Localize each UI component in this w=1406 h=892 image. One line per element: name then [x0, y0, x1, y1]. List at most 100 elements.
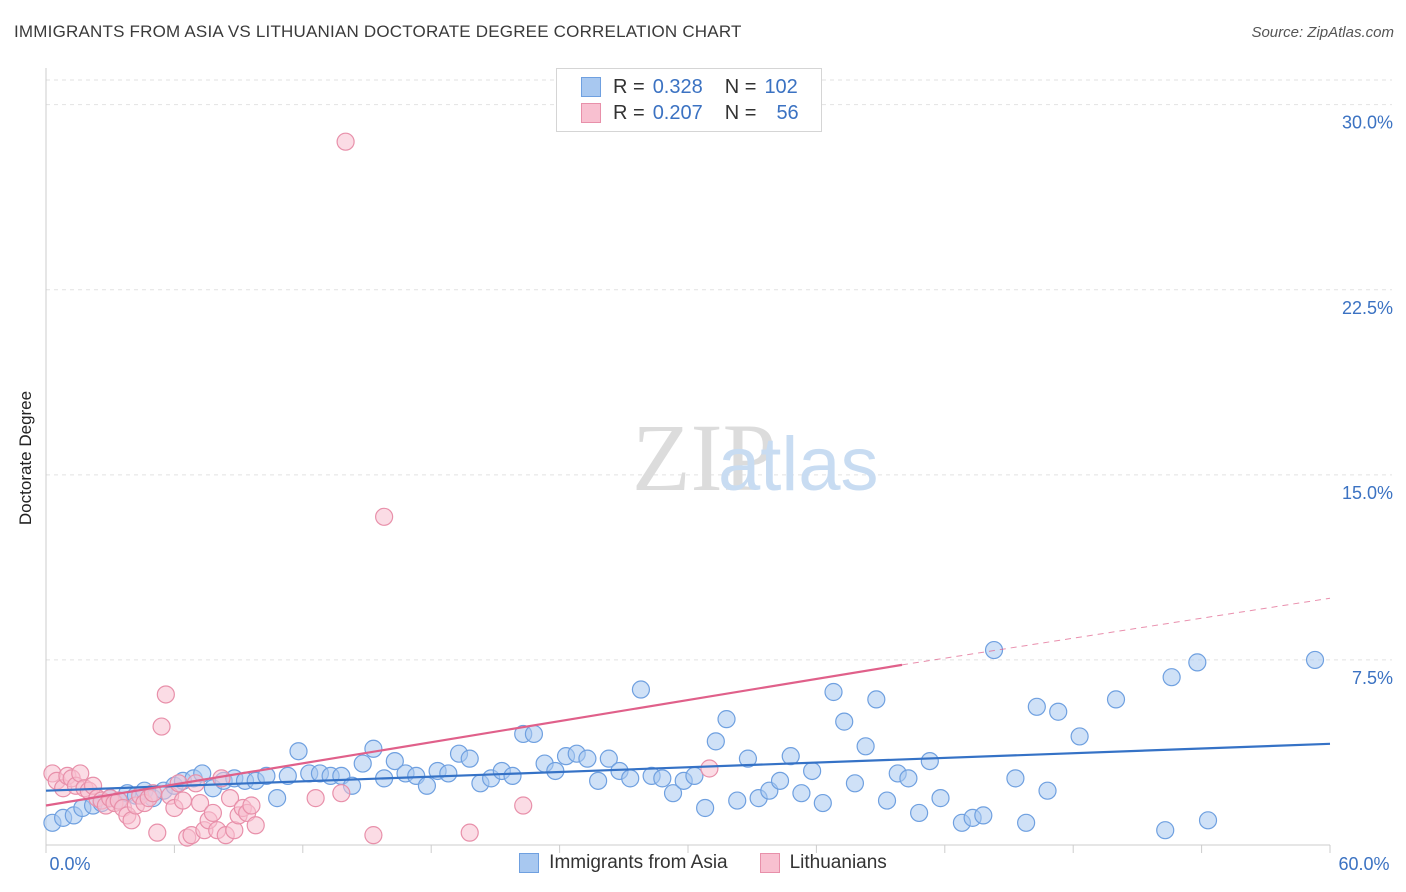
asia-point: [631, 680, 651, 699]
legend-swatch-lithuanians: [581, 103, 601, 123]
asia-point: [417, 776, 437, 795]
legend-n-value-asia: 102: [764, 75, 798, 98]
lithuanian-point: [242, 796, 261, 815]
lithuanian-point: [460, 823, 479, 842]
asia-point: [589, 771, 608, 790]
asia-point: [653, 769, 672, 788]
asia-point: [1049, 702, 1068, 721]
legend-row-asia: R = 0.328 N = 102: [581, 75, 798, 99]
asia-point: [621, 769, 640, 788]
legend-n-label: N =: [724, 75, 757, 98]
asia-point: [781, 747, 800, 766]
asia-point: [1188, 653, 1207, 672]
asia-point: [503, 766, 522, 786]
asia-point: [1070, 727, 1089, 746]
asia-point: [685, 766, 704, 786]
asia-point: [824, 682, 843, 702]
asia-point: [1198, 811, 1218, 830]
trend-lines: [45, 597, 1331, 807]
legend-label-lithuanians: Lithuanians: [789, 852, 887, 873]
lithuanian-point: [152, 717, 171, 736]
asia-point: [706, 732, 725, 751]
y-tick-label: 7.5%: [1352, 668, 1393, 688]
y-axis-label: Doctorate Degree: [16, 324, 36, 525]
asia-point: [770, 771, 790, 790]
lithuanian-point: [514, 796, 533, 815]
legend-swatch-lithuanians: [759, 853, 780, 873]
asia-point: [974, 806, 993, 825]
legend-row-lithuanians: R = 0.207 N = 56: [581, 101, 799, 125]
legend-swatch-asia: [519, 853, 540, 873]
asia-point: [524, 724, 544, 744]
lithuanian-point: [190, 793, 210, 813]
lithuanian-point: [306, 789, 325, 808]
y-tick-label: 30.0%: [1342, 113, 1393, 133]
lithuanian-point: [700, 759, 719, 778]
asia-point: [278, 766, 297, 786]
legend-item-asia: Immigrants from Asia: [519, 852, 728, 874]
asia-point: [910, 803, 929, 823]
asia-point: [599, 749, 618, 768]
asia-point: [920, 751, 939, 771]
asia-point: [1106, 690, 1126, 709]
asia-point: [738, 749, 758, 768]
lithuanian-point: [156, 685, 175, 704]
asia-point: [856, 737, 875, 756]
series-immigrants-from-asia-points: [43, 640, 1325, 840]
lithuanian-point: [336, 132, 355, 151]
asia-point: [364, 739, 383, 758]
asia-point: [728, 791, 747, 810]
watermark: ZIP atlas: [632, 404, 879, 511]
legend-item-lithuanians: Lithuanians: [759, 852, 887, 874]
watermark-zip: ZIP: [632, 404, 776, 511]
source-label: Source: ZipAtlas.com: [1251, 24, 1394, 41]
lithuanian-trend-line: [45, 663, 903, 807]
lithuanian-trend-extension: [901, 597, 1331, 666]
asia-point: [867, 690, 886, 709]
asia-point: [877, 791, 897, 810]
x-tick-labels: 0.0% 60.0%: [49, 854, 1389, 874]
y-tick-label: 22.5%: [1342, 298, 1393, 318]
lithuanian-point: [173, 791, 193, 810]
asia-point: [835, 712, 854, 731]
axes: [45, 68, 1331, 853]
y-axis-label-text: Doctorate Degree: [16, 390, 35, 526]
y-tick-label: 15.0%: [1342, 483, 1393, 503]
lithuanian-point: [186, 774, 205, 793]
asia-point: [353, 754, 372, 773]
legend-swatch-asia: [581, 77, 601, 97]
lithuanian-point: [364, 826, 383, 845]
legend-r-label: R =: [613, 75, 645, 98]
gridlines: [46, 79, 1392, 661]
asia-point: [717, 710, 736, 729]
asia-point: [931, 789, 950, 808]
x-tick-label: 60.0%: [1338, 854, 1389, 874]
lithuanian-point: [246, 816, 265, 835]
legend-r-value-asia: 0.328: [652, 75, 703, 98]
legend-r-value-lithuanians: 0.207: [652, 101, 703, 124]
legend-label-asia: Immigrants from Asia: [549, 852, 728, 873]
watermark-atlas: atlas: [718, 422, 879, 507]
lithuanian-point: [220, 789, 240, 808]
asia-trend-line: [45, 742, 1331, 792]
asia-point: [696, 798, 715, 818]
asia-point: [1162, 668, 1181, 687]
asia-point: [792, 784, 811, 803]
lithuanian-point: [332, 784, 351, 803]
asia-point: [257, 766, 276, 786]
series-lithuanians-points: [43, 132, 719, 847]
asia-point: [1305, 650, 1325, 670]
asia-point: [803, 761, 822, 781]
asia-point: [460, 749, 479, 768]
chart-title: IMMIGRANTS FROM ASIA VS LITHUANIAN DOCTO…: [14, 22, 742, 41]
correlation-legend: R = 0.328 N = 102 R = 0.207 N = 56: [556, 68, 822, 132]
legend-n-label: N =: [724, 101, 757, 124]
asia-point: [1017, 813, 1036, 832]
asia-point: [899, 769, 918, 788]
asia-point: [385, 751, 404, 771]
x-tick-label: 0.0%: [49, 854, 90, 874]
asia-point: [1006, 769, 1025, 788]
asia-point: [268, 789, 287, 808]
lithuanian-point: [148, 823, 167, 842]
